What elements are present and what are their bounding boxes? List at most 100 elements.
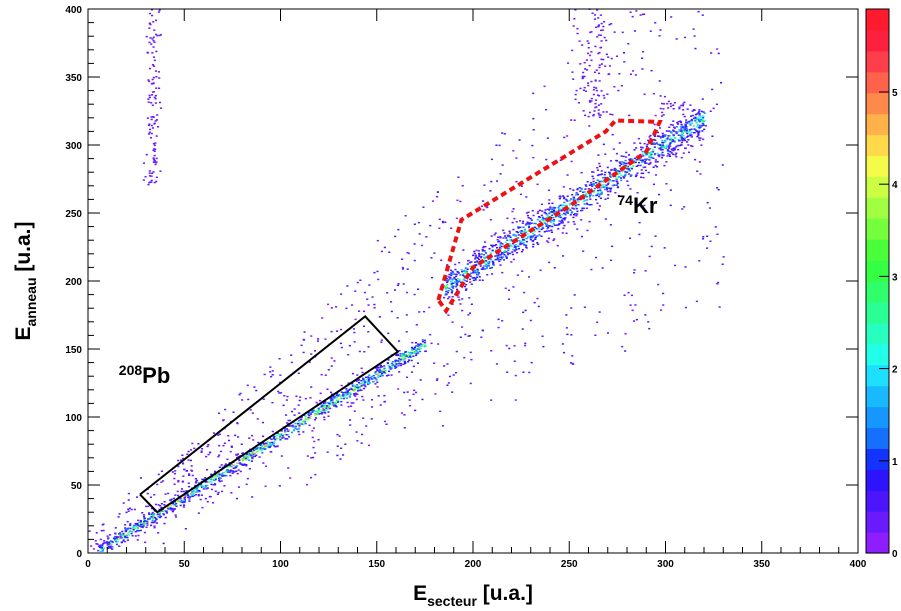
histogram-cell (273, 438, 276, 440)
histogram-cell (559, 208, 562, 211)
histogram-cell (152, 46, 155, 48)
histogram-cell (154, 163, 157, 166)
histogram-cell (151, 512, 154, 515)
histogram-cell (249, 452, 253, 455)
histogram-cell (115, 537, 118, 540)
histogram-cell (592, 180, 595, 183)
histogram-cell (475, 256, 478, 259)
histogram-cell (659, 127, 662, 129)
histogram-cell (501, 132, 504, 134)
histogram-cell (186, 493, 189, 495)
histogram-cell (474, 272, 477, 274)
histogram-cell (153, 96, 156, 99)
histogram-cell (109, 534, 112, 536)
histogram-cell (411, 371, 414, 373)
histogram-cell (688, 151, 691, 154)
histogram-cell (415, 391, 418, 394)
histogram-cell (521, 270, 524, 272)
histogram-cell (95, 543, 98, 545)
histogram-cell (661, 102, 664, 105)
histogram-cell (669, 103, 672, 105)
histogram-cell (599, 193, 602, 195)
histogram-cell (577, 193, 580, 196)
histogram-cell (530, 236, 533, 239)
histogram-cell (517, 247, 521, 250)
histogram-cell (566, 333, 569, 336)
histogram-cell (633, 272, 636, 274)
histogram-cell (612, 180, 615, 182)
histogram-cell (689, 130, 692, 132)
histogram-cell (475, 249, 478, 252)
histogram-cell (246, 477, 249, 480)
histogram-cell (177, 494, 180, 497)
histogram-cell (660, 153, 663, 156)
histogram-cell (536, 227, 539, 230)
histogram-cell (345, 390, 348, 392)
histogram-cell (512, 228, 515, 231)
histogram-cell (151, 104, 154, 106)
histogram-cell (110, 542, 113, 545)
histogram-cell (151, 517, 155, 520)
histogram-cell (465, 280, 468, 282)
histogram-cell (624, 164, 627, 167)
histogram-cell (374, 371, 377, 373)
histogram-cell (483, 259, 486, 261)
histogram-cell (155, 87, 158, 89)
histogram-cell (182, 506, 185, 508)
histogram-cell (527, 211, 530, 213)
histogram-cell (653, 135, 656, 137)
histogram-cell (595, 87, 598, 89)
histogram-cell (346, 393, 349, 395)
histogram-cell (391, 365, 394, 367)
histogram-cell (344, 443, 347, 445)
histogram-cell (271, 401, 274, 404)
histogram-cell (400, 355, 403, 358)
histogram-cell (358, 310, 361, 312)
histogram-cell (389, 368, 392, 370)
histogram-cell (694, 117, 697, 120)
histogram-cell (401, 266, 404, 269)
histogram-cell (276, 432, 279, 434)
histogram-cell (698, 161, 701, 163)
histogram-cell (656, 166, 659, 168)
histogram-cell (588, 220, 591, 223)
histogram-cell (218, 412, 221, 414)
histogram-cell (515, 252, 519, 254)
histogram-cell (555, 224, 559, 226)
histogram-cell (127, 492, 130, 495)
histogram-cell (615, 160, 619, 162)
histogram-cell (172, 503, 175, 505)
histogram-cell (152, 116, 155, 118)
histogram-cell (720, 82, 723, 84)
histogram-cell (253, 450, 256, 453)
histogram-cell (226, 458, 229, 461)
histogram-cell (211, 476, 214, 478)
histogram-cell (630, 294, 634, 297)
histogram-cell (262, 447, 265, 450)
histogram-cell (302, 423, 305, 426)
histogram-cell (148, 94, 151, 97)
histogram-cell (634, 175, 637, 178)
histogram-cell (221, 490, 224, 493)
histogram-cell (496, 258, 500, 260)
histogram-cell (241, 463, 244, 465)
histogram-cell (346, 285, 349, 287)
kr-label: 74Kr (617, 192, 657, 218)
histogram-cell (529, 237, 532, 239)
histogram-cell (696, 124, 699, 126)
histogram-cell (662, 108, 665, 110)
histogram-cell (661, 111, 664, 114)
histogram-cell (532, 214, 535, 217)
histogram-cell (139, 523, 143, 526)
histogram-cell (505, 344, 508, 347)
histogram-cell (537, 210, 540, 213)
histogram-cell (204, 477, 207, 479)
histogram-cell (657, 146, 660, 149)
histogram-cell (253, 449, 256, 451)
histogram-cell (127, 534, 130, 536)
histogram-cell (641, 150, 644, 153)
histogram-cell (701, 130, 704, 132)
histogram-cell (154, 518, 158, 520)
histogram-cell (193, 447, 196, 450)
histogram-cell (513, 244, 516, 247)
